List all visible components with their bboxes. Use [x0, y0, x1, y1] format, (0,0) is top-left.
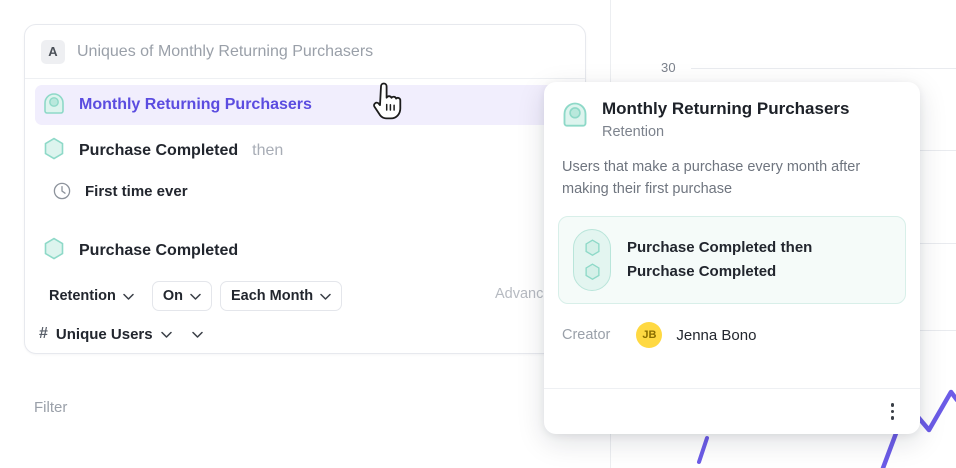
- chevron-down-icon[interactable]: [191, 331, 203, 338]
- builder-header: A Uniques of Monthly Returning Purchaser…: [25, 25, 585, 79]
- interval-preposition-dropdown[interactable]: On: [151, 281, 212, 311]
- metric-label: Unique Users: [55, 325, 153, 343]
- filter-label[interactable]: Filter: [34, 399, 68, 416]
- advanced-link[interactable]: Advanced: [495, 286, 560, 302]
- dome-icon: [43, 91, 65, 120]
- hex-icon: [43, 137, 65, 166]
- builder-event-purchase-completed[interactable]: Purchase Completed: [35, 231, 575, 271]
- creator-label: Creator: [562, 327, 611, 343]
- measure-type-label: Retention: [49, 288, 116, 304]
- avatar: JB: [636, 322, 663, 348]
- builder-step-monthly-returning-purchasers[interactable]: Monthly Returning Purchasers: [35, 85, 575, 125]
- popover-header: Monthly Returning Purchasers Retention: [544, 82, 920, 140]
- popover-title: Monthly Returning Purchasers: [602, 99, 850, 118]
- formula-step-label: Purchase Completed: [627, 239, 777, 256]
- popover-creator-row: Creator JB Jenna Bono: [544, 304, 920, 348]
- chevron-down-icon[interactable]: [160, 331, 172, 338]
- kebab-menu-icon[interactable]: [887, 399, 899, 424]
- interval-period-dropdown[interactable]: Each Month: [220, 281, 343, 311]
- formula-step: Purchase Completed: [627, 263, 812, 281]
- formula-step: Purchase Completed then: [627, 239, 812, 257]
- popover-description: Users that make a purchase every month a…: [562, 159, 861, 197]
- query-builder-card: A Uniques of Monthly Returning Purchaser…: [24, 24, 586, 354]
- popover-subtitle: Retention: [602, 124, 665, 140]
- chart-gridline: [691, 68, 956, 69]
- formula-step-connector: then: [780, 239, 813, 256]
- interval-period-label: Each Month: [231, 288, 314, 304]
- builder-metric-row: # Unique Users: [39, 325, 571, 343]
- builder-substep-first-time-ever[interactable]: First time ever: [35, 173, 575, 209]
- popover-formula-card: Purchase Completed then Purchase Complet…: [558, 216, 906, 304]
- chevron-down-icon: [190, 293, 201, 300]
- creator-name: Jenna Bono: [676, 326, 757, 344]
- builder-controls-row: Retention On Each Month Advanced: [39, 281, 571, 311]
- builder-step-label: Monthly Returning Purchasers: [79, 96, 312, 113]
- popover-footer: [544, 388, 920, 434]
- pointing-hand-cursor: [373, 82, 402, 120]
- dome-icon: [562, 100, 588, 140]
- entity-detail-popover: Monthly Returning Purchasers Retention U…: [544, 82, 920, 434]
- clock-icon: [53, 182, 71, 200]
- step-letter-badge: A: [41, 39, 65, 64]
- creator-person[interactable]: JB Jenna Bono: [636, 322, 756, 348]
- formula-icon-group: [573, 229, 611, 291]
- builder-step-purchase-completed[interactable]: Purchase Completed then: [35, 131, 575, 171]
- interval-preposition-label: On: [162, 288, 183, 304]
- builder-substep-label: First time ever: [85, 182, 188, 200]
- hash-icon: #: [39, 325, 48, 342]
- hex-icon: [584, 263, 600, 280]
- page-title: Uniques of Monthly Returning Purchasers: [77, 42, 374, 60]
- builder-event-label: Purchase Completed: [79, 242, 239, 259]
- hex-icon: [584, 239, 600, 256]
- hex-icon: [43, 237, 65, 266]
- builder-step-label: Purchase Completed: [79, 142, 239, 159]
- chevron-down-icon: [320, 293, 331, 300]
- measure-type-dropdown[interactable]: Retention: [39, 281, 144, 311]
- formula-step-label: Purchase Completed: [627, 263, 777, 280]
- chart-y-tick-label: 30: [661, 60, 676, 75]
- builder-step-connector: then: [252, 142, 284, 159]
- chevron-down-icon: [123, 293, 134, 300]
